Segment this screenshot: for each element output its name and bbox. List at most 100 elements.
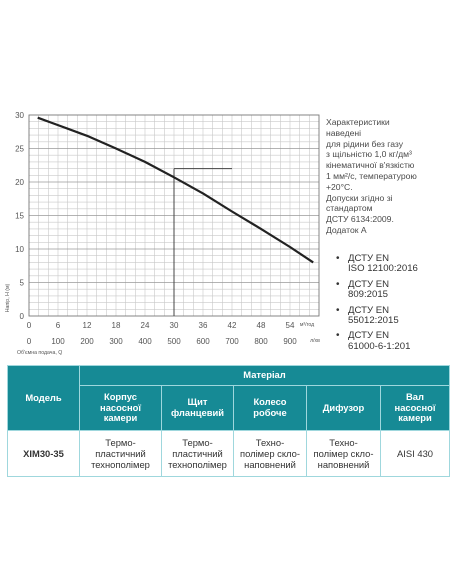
material-column-header: Дифузор <box>306 384 381 432</box>
standard-text: 809:2015 <box>348 289 389 301</box>
notes-line: 1 мм²/с, температурою <box>326 170 417 181</box>
standard-text: ISO 12100:2016 <box>348 263 418 275</box>
y-tick-label: 15 <box>15 212 24 221</box>
cell-text: наповнений <box>317 459 370 470</box>
header-text: Вал <box>406 390 424 402</box>
x-tick-label-m3h: 48 <box>257 321 266 330</box>
x-tick-label-m3h: 30 <box>170 321 179 330</box>
x-tick-label-lmin: 800 <box>254 337 268 346</box>
x-tick-label-m3h: 6 <box>56 321 61 330</box>
x-tick-label-lmin: 400 <box>138 337 152 346</box>
notes-line: наведені <box>326 127 362 138</box>
standard-item: • ДСТУ EN 809:2015 <box>336 278 452 301</box>
standard-text: ДСТУ EN <box>348 330 390 342</box>
y-tick-label: 5 <box>20 279 25 288</box>
material-column-header: Щит фланцевий <box>161 384 234 432</box>
material-group-header: Матеріал <box>78 365 451 386</box>
material-table: Модель Матеріал Корпус насосної камери Щит ф… <box>7 365 451 477</box>
cell-text: технополімер <box>91 459 150 470</box>
standard-text: 61000-6-1:201 <box>348 340 411 352</box>
x-tick-label-m3h: 12 <box>83 321 92 330</box>
x-unit-m3h: м³/год <box>300 322 314 328</box>
y-tick-label: 30 <box>15 111 24 120</box>
cell-text: наповнений <box>244 459 296 470</box>
x-tick-label-lmin: 100 <box>51 337 65 346</box>
cell-text: технополімер <box>168 459 227 470</box>
x-tick-label-m3h: 42 <box>228 321 237 330</box>
notes-line: Додаток А <box>326 224 367 235</box>
y-axis-title: Напір, Н (м) <box>5 283 11 312</box>
cell-text: полімер скло- <box>240 448 300 459</box>
x-tick-label-lmin: 900 <box>283 337 297 346</box>
x-tick-label-lmin: 200 <box>80 337 94 346</box>
material-column-header: Колесо робоче <box>233 384 307 432</box>
notes-line: для рідини без газу <box>326 138 404 149</box>
header-text: робоче <box>253 406 287 418</box>
standard-item: • ДСТУ EN ISO 12100:2016 <box>336 253 452 275</box>
x-tick-label-lmin: 300 <box>109 337 123 346</box>
x-tick-label-m3h: 54 <box>286 321 295 330</box>
x-tick-label-lmin: 600 <box>196 337 210 346</box>
y-tick-label: 10 <box>15 245 24 254</box>
standard-item: • ДСТУ EN 55012:2015 <box>336 304 452 327</box>
bullet-icon: • <box>336 253 340 264</box>
cell-text: пластичний <box>95 448 146 459</box>
notes-line: Характеристики <box>326 117 390 127</box>
notes-line: ДСТУ 6134:2009. <box>326 214 394 225</box>
x-axis-title: Об'ємна подача, Q <box>17 350 62 356</box>
material-column-header: Вал насосної камери <box>379 384 451 432</box>
x-tick-label-m3h: 36 <box>199 321 208 330</box>
x-tick-label-lmin: 500 <box>167 337 181 346</box>
header-text: камери <box>103 412 138 424</box>
table-row: ХІМ30-35 Термо-пластичний технополімер Терм… <box>7 430 451 477</box>
model-cell: ХІМ30-35 <box>7 430 80 477</box>
material-column-headers: Корпус насосної камери Щит фланцевий Колесо ро… <box>8 384 451 432</box>
cell-text: Техно- <box>255 437 285 448</box>
bullet-icon: • <box>336 304 340 316</box>
standard-text: 55012:2015 <box>348 315 399 327</box>
cell-text: полімер скло- <box>313 448 374 459</box>
x-tick-label-lmin: 0 <box>27 337 32 346</box>
header-text: Дифузор <box>322 401 365 413</box>
header-text: Щит <box>187 396 208 408</box>
model-header: Модель <box>7 365 80 431</box>
characteristics-notes: Характеристики наведені для рідини без газ… <box>326 117 448 236</box>
header-text: фланцевий <box>170 406 225 418</box>
header-text: насосної <box>100 401 141 413</box>
material-cell: AISI 430 <box>379 430 451 477</box>
standard-text: ДСТУ EN <box>348 278 390 290</box>
cell-text: Термо- <box>105 437 136 448</box>
cell-text: Техно- <box>329 437 358 448</box>
y-tick-label: 20 <box>15 178 24 187</box>
x-tick-label-m3h: 0 <box>27 321 32 330</box>
cell-text: пластичний <box>172 448 223 459</box>
notes-line: +20°С. <box>326 181 353 192</box>
bullet-icon: • <box>336 330 340 342</box>
notes-line: стандартом <box>326 203 373 214</box>
notes-line: з щільністю 1,0 кг/дм³ <box>326 149 412 160</box>
performance-chart: 0 5 10 15 20 25 30 0 6 12 18 24 30 36 42 48 54 м³/год 0 100… <box>0 0 340 370</box>
y-tick-label: 0 <box>20 312 25 321</box>
standard-item: • ДСТУ EN 61000-6-1:201 <box>336 331 452 352</box>
standard-text: ДСТУ EN <box>348 304 390 316</box>
header-text: камери <box>398 412 432 424</box>
notes-line: Допуски згідно зі <box>326 192 393 203</box>
x-unit-lmin: л/хв <box>310 338 320 344</box>
standards-list: • ДСТУ EN ISO 12100:2016 • ДСТУ EN 809:2015 • Д… <box>336 253 452 357</box>
material-table-body: ХІМ30-35 Термо-пластичний технополімер Терм… <box>7 430 451 477</box>
material-cell: Термо-пластичний технополімер <box>161 430 234 477</box>
header-text: насосної <box>394 401 436 413</box>
standard-text: ДСТУ EN <box>348 253 390 264</box>
bullet-icon: • <box>336 278 340 290</box>
cell-text: AISI 430 <box>397 448 433 459</box>
material-cell: Техно-полімер скло-наповнений <box>306 430 381 477</box>
material-column-header: Корпус насосної камери <box>79 384 162 432</box>
cell-text: Термо- <box>182 437 213 448</box>
header-text: Колесо <box>253 396 287 408</box>
x-tick-label-m3h: 24 <box>141 321 150 330</box>
material-cell: Термо-пластичний технополімер <box>79 430 162 477</box>
performance-curve <box>37 116 314 264</box>
notes-line: кінематичної в'язкістю <box>326 160 415 171</box>
material-cell: Техно-полімер скло-наповнений <box>233 430 307 477</box>
